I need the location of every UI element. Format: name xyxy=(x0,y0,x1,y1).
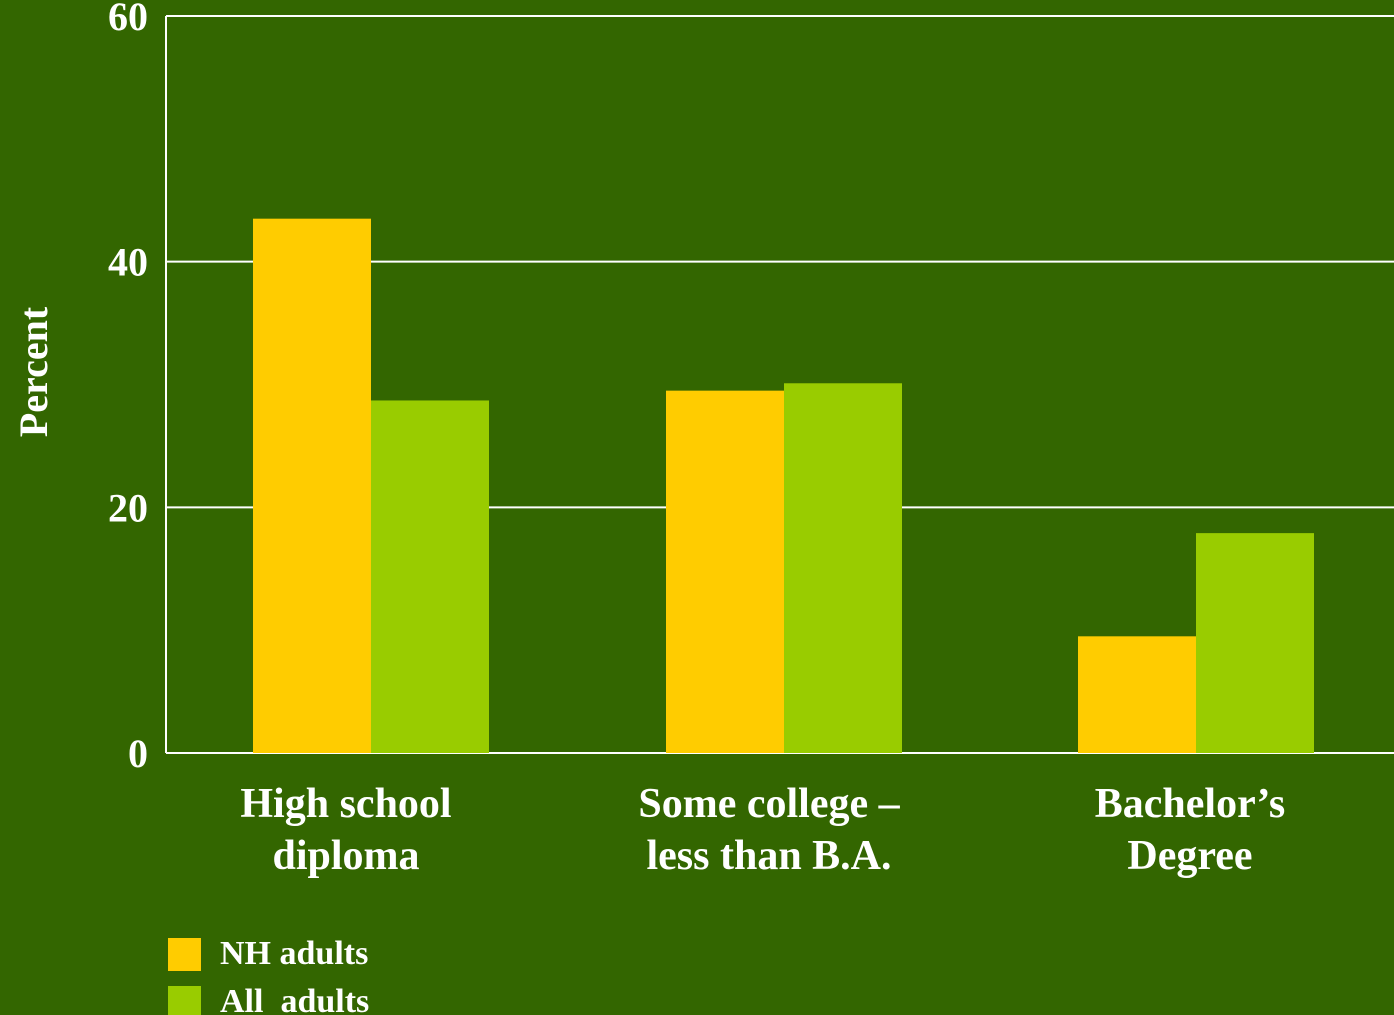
legend-swatch-nh-adults xyxy=(168,938,201,971)
legend-label-nh-adults: NH adults xyxy=(220,935,368,972)
x-category-label: less than B.A. xyxy=(646,833,891,879)
legend-swatch-all-adults xyxy=(168,986,201,1015)
bar-all-adults-2 xyxy=(1196,533,1314,753)
legend: NH adults All adults xyxy=(168,935,369,1015)
x-category-label: Some college – xyxy=(638,781,900,827)
y-tick-labels: 0 20 40 60 xyxy=(108,0,148,776)
legend-label-all-adults: All adults xyxy=(220,983,369,1015)
x-category-labels: High school diploma Some college – less tha… xyxy=(240,781,1285,879)
bar-all-adults-1 xyxy=(784,383,902,753)
y-tick-label: 40 xyxy=(108,240,148,285)
x-category-label: High school xyxy=(240,781,451,827)
bar-nh-adults-0 xyxy=(253,218,371,754)
y-tick-label: 60 xyxy=(108,0,148,39)
x-category-label: diploma xyxy=(272,833,419,879)
bar-all-adults-0 xyxy=(371,400,489,753)
y-tick-label: 20 xyxy=(108,485,148,530)
x-category-label: Bachelor’s xyxy=(1095,781,1286,827)
bar-nh-adults-2 xyxy=(1078,636,1196,753)
y-tick-label: 0 xyxy=(128,731,148,776)
y-axis-label: Percent xyxy=(11,306,56,437)
x-category-label: Degree xyxy=(1127,833,1252,879)
bar-nh-adults-1 xyxy=(666,390,784,753)
bars xyxy=(253,218,1314,754)
